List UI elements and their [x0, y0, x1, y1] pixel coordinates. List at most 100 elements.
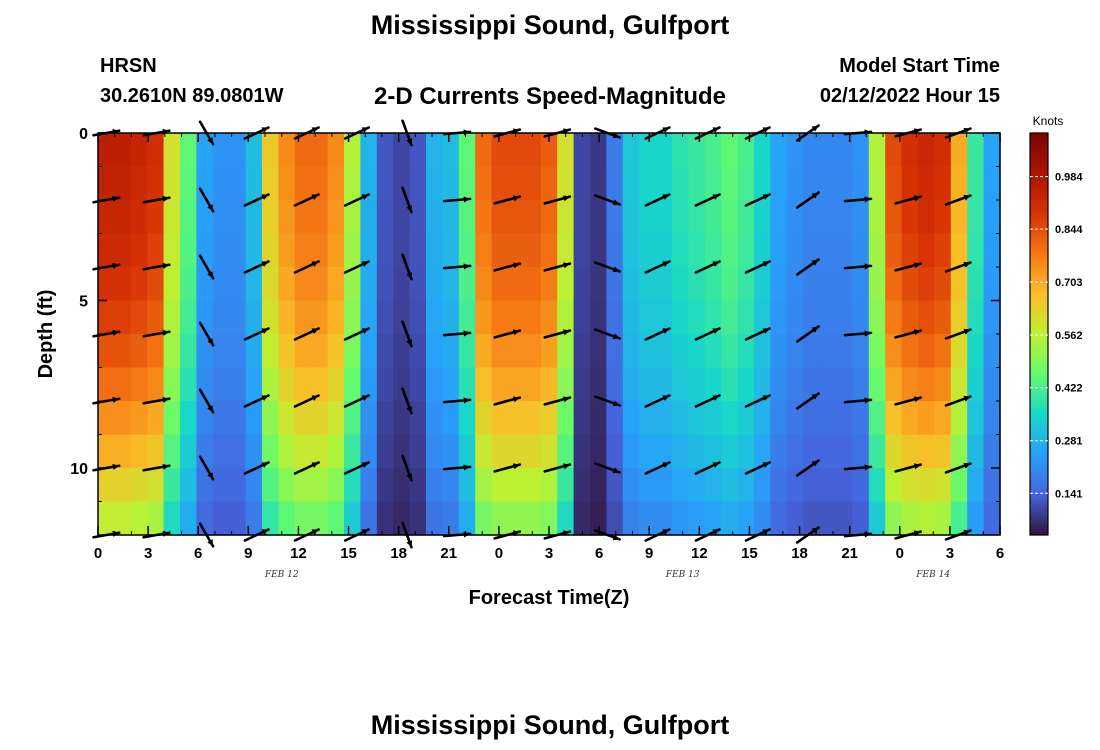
heatmap-cell [147, 166, 165, 201]
heatmap-cell [229, 233, 247, 268]
x-tick-label: 18 [791, 545, 808, 562]
heatmap-cell [721, 367, 739, 402]
heatmap-cell [885, 401, 903, 436]
heatmap-cell [672, 401, 689, 436]
heatmap-cell [918, 267, 935, 302]
heatmap-cell [885, 133, 903, 168]
heatmap-cell [721, 133, 739, 168]
heatmap-cell [458, 434, 476, 469]
heatmap-cell [442, 401, 460, 436]
heatmap-cell [737, 434, 755, 469]
heatmap-cell [327, 233, 345, 268]
heatmap-cell [655, 200, 673, 235]
heatmap-cell [311, 468, 329, 503]
heatmap-cell [590, 166, 607, 201]
heatmap-cell [540, 334, 558, 369]
current-arrow [843, 464, 873, 471]
heatmap-cell [704, 401, 722, 436]
heatmap-cell [360, 401, 378, 436]
heatmap-cell [622, 233, 640, 268]
heatmap-cell [245, 501, 263, 536]
heatmap-cell [622, 367, 640, 402]
heatmap-cell [376, 233, 394, 268]
heatmap-cell [721, 200, 739, 235]
heatmap-cell [360, 367, 378, 402]
heatmap-cell [130, 367, 148, 402]
current-arrow [593, 462, 621, 474]
heatmap-cell [491, 233, 509, 268]
heatmap-cell [557, 166, 575, 201]
current-arrow [343, 394, 370, 408]
heatmap-cell [540, 501, 558, 536]
heatmap-cell [852, 233, 870, 268]
heatmap-cell [688, 334, 706, 369]
heatmap-cell [376, 334, 394, 369]
heatmap-cell [950, 434, 968, 469]
current-arrow [694, 193, 721, 207]
heatmap-cell [721, 468, 739, 503]
heatmap-cell [180, 267, 197, 302]
heatmap-cell [934, 133, 952, 168]
x-tick-label: 21 [841, 545, 858, 562]
heatmap-cell [442, 200, 460, 235]
second-chart-title: Mississippi Sound, Gulfport [370, 710, 730, 740]
heatmap-cell [590, 334, 607, 369]
heatmap-cell [704, 166, 722, 201]
current-arrow [243, 327, 270, 341]
heatmap-cell [212, 401, 230, 436]
heatmap-cell [721, 434, 739, 469]
current-arrow [694, 394, 721, 408]
heatmap-cell [950, 200, 968, 235]
heatmap-cell [524, 468, 542, 503]
heatmap-cell [278, 468, 296, 503]
heatmap-cell [294, 334, 312, 369]
heatmap-cell [901, 233, 919, 268]
heatmap-cell [819, 434, 837, 469]
heatmap-cell [524, 334, 542, 369]
x-tick-label: 21 [440, 545, 457, 562]
heatmap-cell [688, 233, 706, 268]
colorbar-tick-label: 0.844 [1055, 224, 1083, 236]
heatmap-cell [458, 468, 476, 503]
heatmap-cell [836, 267, 853, 302]
heatmap-cell [458, 367, 476, 402]
heatmap-cell [770, 300, 788, 335]
x-tick-label: 12 [290, 545, 307, 562]
heatmap-cell [327, 166, 345, 201]
heatmap-cell [229, 267, 247, 302]
heatmap-cell [147, 200, 165, 235]
heatmap-cell [245, 334, 263, 369]
heatmap-cell [245, 166, 263, 201]
heatmap-cell [458, 401, 476, 436]
x-tick-label: 9 [645, 545, 653, 562]
heatmap-cell [344, 434, 361, 469]
heatmap-cell [409, 334, 427, 369]
current-arrow [343, 461, 370, 475]
current-arrow [442, 330, 472, 337]
heatmap-cell [836, 334, 853, 369]
heatmap-cell [983, 233, 1001, 268]
heatmap-cell [508, 468, 525, 503]
heatmap-cell [163, 501, 181, 536]
heatmap-cell [770, 501, 788, 536]
heatmap-cell [983, 267, 1001, 302]
heatmap-cell [98, 200, 115, 235]
heatmap-cell [967, 468, 985, 503]
heatmap-cell [491, 401, 509, 436]
heatmap-cell [409, 468, 427, 503]
heatmap-cell [426, 434, 443, 469]
heatmap-cell [573, 401, 591, 436]
heatmap-cell [967, 434, 985, 469]
heatmap-cell [376, 434, 394, 469]
heatmap-cell [344, 501, 361, 536]
heatmap-cell [278, 233, 296, 268]
heatmap-cell [294, 434, 312, 469]
heatmap-cell [393, 468, 411, 503]
heatmap-cell [836, 434, 853, 469]
heatmap-cell [803, 200, 821, 235]
heatmap-cell [393, 300, 411, 335]
heatmap-cell [967, 166, 985, 201]
heatmap-cell [376, 200, 394, 235]
heatmap-cell [737, 200, 755, 235]
heatmap-cell [737, 267, 755, 302]
